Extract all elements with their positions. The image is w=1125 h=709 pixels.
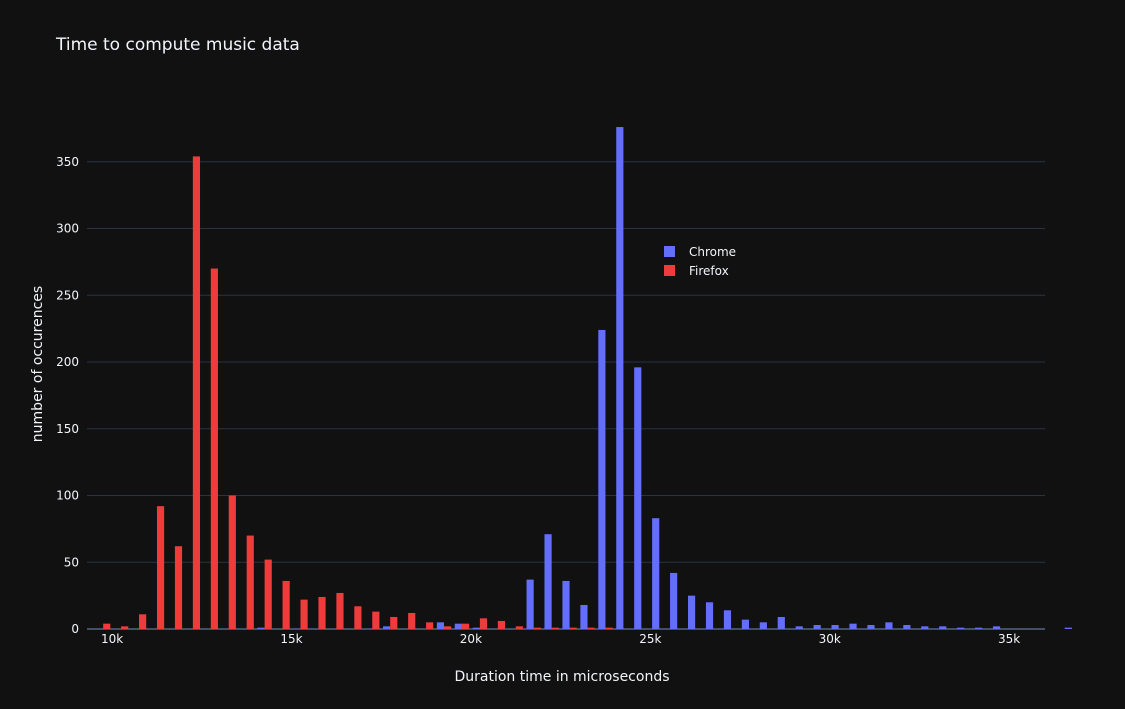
x-tick-label: 15k [280, 632, 302, 646]
chrome-bar[interactable] [795, 626, 803, 629]
x-tick-label: 25k [639, 632, 661, 646]
legend-swatch-chrome [664, 246, 675, 257]
firefox-bar[interactable] [497, 620, 506, 629]
y-tick-label: 250 [56, 288, 79, 302]
firefox-bar[interactable] [515, 626, 523, 629]
y-tick-label: 200 [56, 355, 79, 369]
chrome-bar[interactable] [903, 624, 911, 629]
firefox-bar[interactable] [174, 546, 183, 629]
chrome-bar[interactable] [921, 626, 929, 629]
firefox-bar[interactable] [121, 626, 129, 629]
chrome-bar[interactable] [992, 626, 1001, 629]
legend-label-firefox[interactable]: Firefox [689, 264, 729, 278]
firefox-bar[interactable] [192, 156, 201, 629]
chrome-bar[interactable] [544, 534, 552, 629]
legend[interactable]: Chrome Firefox [664, 245, 736, 278]
x-axis-label: Duration time in microseconds [454, 669, 669, 685]
chrome-bar[interactable] [257, 627, 265, 629]
firefox-bar[interactable] [426, 622, 434, 629]
chrome-bar[interactable] [813, 624, 821, 629]
chrome-bar[interactable] [867, 624, 875, 629]
y-tick-label: 100 [56, 489, 79, 503]
y-tick-label: 350 [56, 155, 79, 169]
chrome-bar[interactable] [957, 627, 965, 629]
firefox-bar[interactable] [336, 592, 344, 629]
y-tick-labels: 0 50 100 150 200 250 300 350 [56, 155, 79, 636]
firefox-bar[interactable] [246, 535, 254, 629]
firefox-bar[interactable] [318, 596, 326, 629]
x-tick-labels: 10k 15k 20k 25k 30k 35k [101, 632, 1020, 646]
chrome-bar[interactable] [454, 623, 462, 629]
chrome-bar[interactable] [831, 624, 839, 629]
firefox-bar[interactable] [228, 495, 236, 630]
firefox-bar[interactable] [461, 623, 470, 629]
y-tick-label: 0 [71, 622, 79, 636]
firefox-bar[interactable] [156, 506, 165, 629]
chrome-bar[interactable] [634, 367, 642, 629]
chrome-bar[interactable] [741, 619, 749, 629]
firefox-bar[interactable] [533, 627, 541, 629]
x-tick-label: 10k [101, 632, 123, 646]
chrome-bar[interactable] [705, 602, 714, 629]
x-tick-label: 30k [819, 632, 841, 646]
firefox-bar[interactable] [569, 627, 577, 629]
chart-title: Time to compute music data [55, 35, 300, 55]
chrome-bar[interactable] [723, 610, 732, 629]
firefox-bar[interactable] [139, 614, 147, 629]
chrome-bar[interactable] [580, 604, 588, 629]
firefox-bar[interactable] [444, 626, 452, 629]
y-tick-label: 50 [64, 555, 79, 569]
chrome-bar[interactable] [975, 627, 983, 629]
legend-swatch-firefox [664, 265, 675, 276]
x-tick-label: 35k [998, 632, 1020, 646]
chrome-bar[interactable] [562, 580, 570, 629]
y-tick-label: 150 [56, 422, 79, 436]
firefox-bar[interactable] [264, 559, 272, 629]
chrome-bar[interactable] [670, 572, 678, 629]
firefox-bar[interactable] [605, 627, 613, 629]
chrome-bar[interactable] [598, 329, 606, 629]
chrome-bar[interactable] [616, 127, 624, 629]
x-tick-label: 20k [460, 632, 482, 646]
chrome-bar[interactable] [652, 518, 660, 629]
chrome-bar[interactable] [759, 622, 767, 629]
chrome-bar[interactable] [436, 622, 445, 629]
chrome-bar[interactable] [885, 622, 893, 629]
firefox-bar[interactable] [300, 599, 308, 629]
firefox-bar[interactable] [282, 580, 290, 629]
firefox-bar[interactable] [390, 616, 398, 629]
firefox-bar[interactable] [103, 623, 111, 629]
firefox-bar[interactable] [354, 606, 362, 629]
chrome-bar[interactable] [1064, 627, 1072, 629]
chrome-bar[interactable] [687, 595, 696, 629]
chrome-bar[interactable] [383, 626, 391, 629]
chrome-bar[interactable] [777, 616, 785, 629]
firefox-bar[interactable] [372, 611, 380, 629]
firefox-bar[interactable] [587, 627, 595, 629]
legend-label-chrome[interactable]: Chrome [689, 245, 736, 259]
firefox-bar[interactable] [408, 612, 416, 629]
chrome-bar[interactable] [849, 623, 857, 629]
bars [103, 127, 1072, 630]
y-axis-label: number of occurences [30, 286, 46, 442]
chrome-bar[interactable] [472, 627, 480, 629]
firefox-bar[interactable] [210, 268, 218, 629]
firefox-bar[interactable] [479, 618, 488, 629]
chrome-bar[interactable] [526, 579, 534, 629]
chrome-bar[interactable] [939, 626, 947, 629]
firefox-bar[interactable] [551, 627, 559, 629]
y-tick-label: 300 [56, 222, 79, 236]
